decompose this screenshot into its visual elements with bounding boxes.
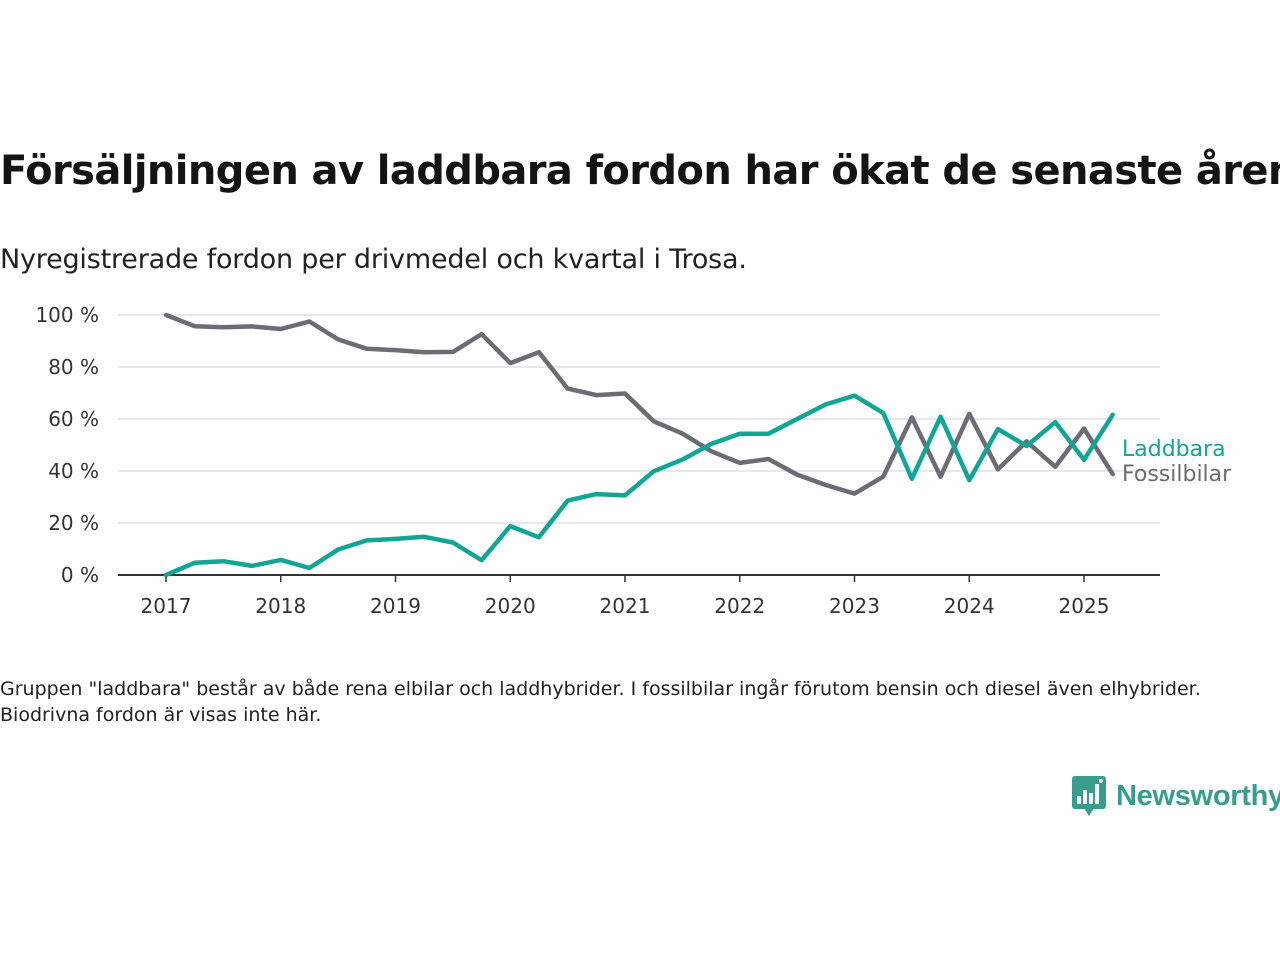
grid-lines (118, 314, 1160, 576)
y-tick-label: 40 % (48, 459, 99, 483)
x-tick-label: 2018 (255, 594, 306, 618)
x-tick-label: 2021 (600, 594, 651, 618)
x-axis-labels: 2017 2018 2019 2020 2021 2022 2023 2024 2025 (141, 575, 1110, 618)
x-tick-label: 2022 (714, 594, 765, 618)
series-label-laddbara: Laddbara (1122, 437, 1226, 462)
y-tick-label: 80 % (48, 355, 99, 379)
line-chart: 0 % 20 % 40 % 60 % 80 % 100 % 2017 2018 2019 202… (35, 303, 1232, 618)
chart-title: Försäljningen av laddbara fordon har öka… (0, 148, 1280, 194)
series-line-fossilbilar (163, 312, 1115, 496)
x-tick-label: 2020 (485, 594, 536, 618)
newsworthy-icon (1072, 776, 1106, 816)
x-tick-label: 2019 (370, 594, 421, 618)
x-tick-label: 2025 (1059, 594, 1110, 618)
y-tick-label: 20 % (48, 511, 99, 535)
series-label-fossilbilar: Fossilbilar (1122, 462, 1232, 487)
newsworthy-logo: Newsworthy (1072, 776, 1280, 816)
chart-subtitle: Nyregistrerade fordon per drivmedel och … (0, 244, 747, 275)
y-tick-label: 100 % (35, 303, 99, 327)
x-tick-label: 2017 (141, 594, 192, 618)
y-axis-labels: 0 % 20 % 40 % 60 % 80 % 100 % (35, 303, 99, 587)
brand-name: Newsworthy (1116, 779, 1280, 812)
footnote: Gruppen "laddbara" består av både rena e… (0, 678, 1201, 726)
y-tick-label: 0 % (61, 563, 99, 587)
x-tick-label: 2023 (829, 594, 880, 618)
series-line-laddbara (163, 393, 1115, 578)
series-lines (163, 312, 1115, 578)
x-tick-label: 2024 (944, 594, 995, 618)
y-tick-label: 60 % (48, 407, 99, 431)
